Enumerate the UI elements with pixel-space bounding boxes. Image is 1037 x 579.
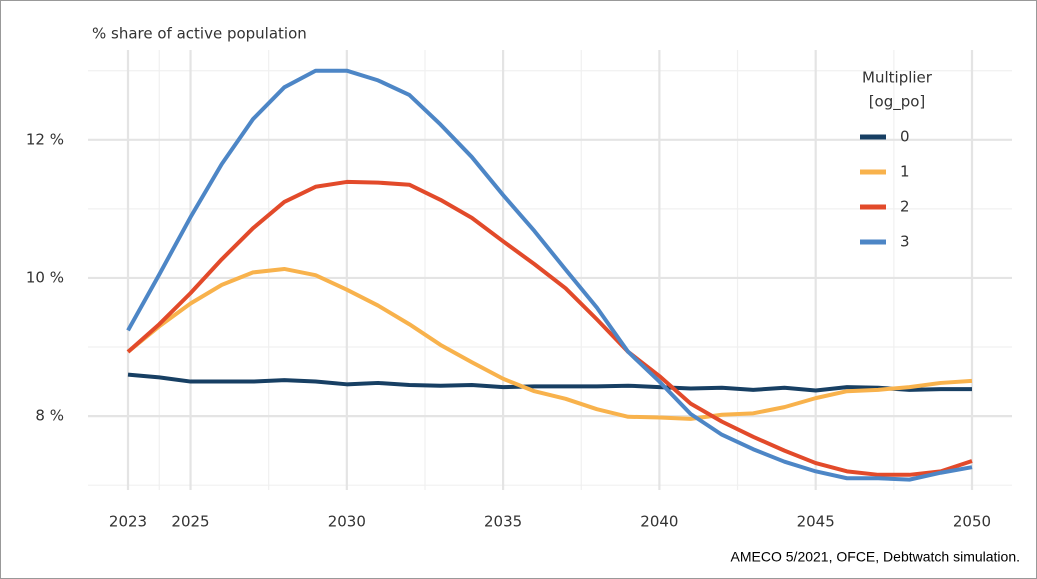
y-axis-label: % share of active population [92,25,307,43]
y-tick-label: 8 % [35,407,64,425]
legend-label: 3 [900,233,910,251]
legend-label: 1 [900,163,910,181]
x-tick-label: 2045 [797,513,835,531]
x-tick-label: 2023 [109,513,147,531]
y-tick-label: 10 % [26,268,64,286]
x-tick-label: 2040 [640,513,678,531]
legend-title: Multiplier [862,69,933,87]
caption: AMECO 5/2021, OFCE, Debtwatch simulation… [731,549,1020,565]
x-tick-label: 2050 [953,513,991,531]
y-tick-label: 12 % [26,130,64,148]
legend-title: [og_po] [869,93,926,112]
x-tick-label: 2025 [171,513,209,531]
x-tick-label: 2030 [328,513,366,531]
line [126,266,973,421]
line [126,68,973,482]
legend-label: 0 [900,128,910,146]
x-tick-label: 2035 [484,513,522,531]
legend-label: 2 [900,198,910,216]
line [126,179,973,477]
line [127,372,972,393]
